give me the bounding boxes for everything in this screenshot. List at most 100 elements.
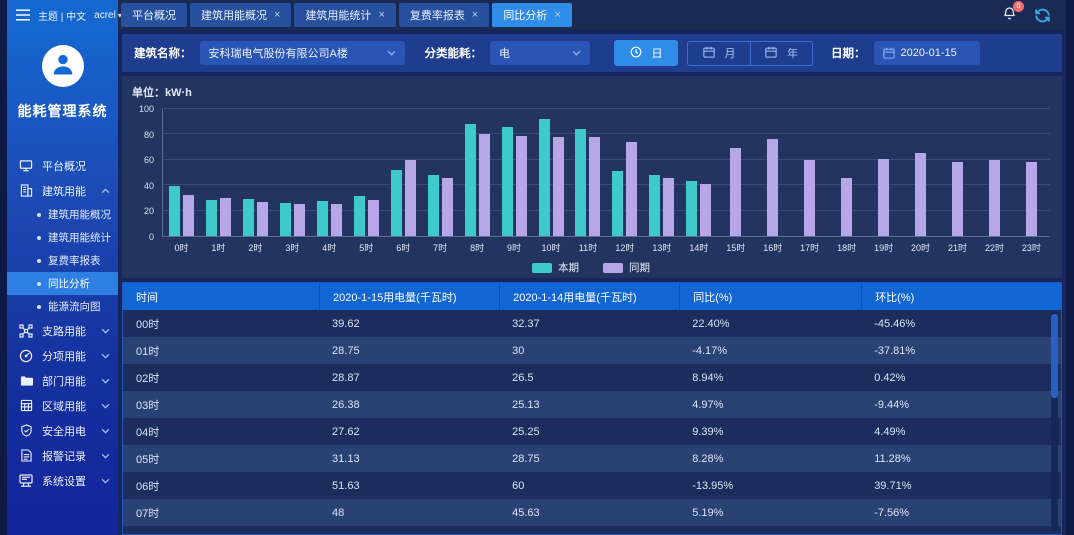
x-tick-label: 8时 xyxy=(470,243,485,253)
bar-本期[interactable] xyxy=(390,170,402,236)
tab-复费率报表[interactable]: 复费率报表 × xyxy=(398,3,490,27)
x-tick-label: 15时 xyxy=(726,243,746,253)
bar-本期[interactable] xyxy=(538,119,550,236)
sidebar-item-平台概况[interactable]: 平台概况 xyxy=(7,153,118,178)
bar-同期[interactable] xyxy=(330,203,342,236)
bar-同期[interactable] xyxy=(804,159,816,236)
theme-language-label[interactable]: 主题 | 中文 xyxy=(38,11,87,23)
sidebar-subitem-复费率报表[interactable]: 复费率报表 xyxy=(7,249,118,272)
bar-同期[interactable] xyxy=(1025,162,1037,236)
sidebar-subitem-建筑用能统计[interactable]: 建筑用能统计 xyxy=(7,226,118,249)
sidebar-item-分项用能[interactable]: 分项用能 xyxy=(7,343,118,368)
bar-同期[interactable] xyxy=(515,135,527,236)
bar-group-4时 xyxy=(311,109,348,236)
building-select[interactable]: 安科瑞电气股份有限公司A楼 xyxy=(199,41,405,65)
tab-同比分析[interactable]: 同比分析 × xyxy=(492,3,572,27)
period-button-年[interactable]: 年 xyxy=(750,41,812,65)
bar-同期[interactable] xyxy=(182,194,194,236)
table-row[interactable]: 07时 48 45.63 5.19% -7.56% xyxy=(123,499,1061,526)
close-icon[interactable]: × xyxy=(274,8,281,21)
menu-toggle-icon[interactable] xyxy=(16,9,30,21)
bar-同期[interactable] xyxy=(878,158,890,236)
bar-本期[interactable] xyxy=(649,175,661,236)
date-input[interactable]: 2020-01-15 xyxy=(873,41,980,65)
table-cell: 32.37 xyxy=(512,317,540,330)
bar-同期[interactable] xyxy=(219,197,231,236)
table-scrollbar[interactable] xyxy=(1051,312,1058,531)
calendar-icon xyxy=(702,46,715,61)
refresh-button[interactable] xyxy=(1034,8,1051,23)
bar-本期[interactable] xyxy=(686,181,698,236)
bar-本期[interactable] xyxy=(316,200,328,236)
bar-本期[interactable] xyxy=(279,202,291,236)
bar-同期[interactable] xyxy=(256,202,268,236)
bar-同期[interactable] xyxy=(404,159,416,236)
scrollbar-thumb[interactable] xyxy=(1051,314,1058,398)
bar-同期[interactable] xyxy=(478,134,490,236)
y-tick-label: 0 xyxy=(148,232,154,242)
bar-本期[interactable] xyxy=(205,199,217,236)
energy-type-select[interactable]: 电 xyxy=(490,41,590,65)
close-icon[interactable]: × xyxy=(554,8,561,21)
bar-同期[interactable] xyxy=(700,183,712,236)
bar-同期[interactable] xyxy=(951,162,963,236)
y-tick-label: 20 xyxy=(143,206,154,217)
bar-同期[interactable] xyxy=(293,204,305,236)
avatar[interactable] xyxy=(41,45,84,87)
table-row[interactable]: 00时 39.62 32.37 22.40% -45.46% xyxy=(123,310,1061,337)
sidebar-item-label: 系统设置 xyxy=(42,475,86,488)
tab-建筑用能概况[interactable]: 建筑用能概况 × xyxy=(190,3,292,27)
bar-本期[interactable] xyxy=(242,199,254,236)
bar-同期[interactable] xyxy=(663,177,675,236)
x-tick-label: 16时 xyxy=(763,243,783,253)
bar-同期[interactable] xyxy=(367,199,379,236)
close-icon[interactable]: × xyxy=(471,8,479,21)
bar-同期[interactable] xyxy=(441,178,453,236)
bar-同期[interactable] xyxy=(988,159,1000,236)
sidebar-item-部门用能[interactable]: 部门用能 xyxy=(7,368,118,393)
period-button-月[interactable]: 月 xyxy=(688,42,750,65)
sidebar-item-建筑用能[interactable]: 建筑用能 xyxy=(7,178,118,203)
sidebar-item-label: 部门用能 xyxy=(42,375,86,388)
bar-同期[interactable] xyxy=(730,148,742,236)
legend-item-本期[interactable]: 本期 xyxy=(532,260,579,275)
sidebar-subitem-同比分析[interactable]: 同比分析 xyxy=(7,272,118,295)
table-row[interactable]: 06时 51.63 60 -13.95% 39.71% xyxy=(123,472,1061,499)
sidebar-item-报警记录[interactable]: 报警记录 xyxy=(7,443,118,468)
table-row[interactable]: 03时 26.38 25.13 4.97% -9.44% xyxy=(123,391,1061,418)
bar-本期[interactable] xyxy=(464,124,476,236)
bar-同期[interactable] xyxy=(589,136,601,236)
x-tick-label: 22时 xyxy=(984,243,1004,253)
table-row[interactable]: 04时 27.62 25.25 9.39% 4.49% xyxy=(123,418,1061,445)
user-menu[interactable]: acrel ▾ xyxy=(94,10,122,21)
sidebar-subitem-建筑用能概况[interactable]: 建筑用能概况 xyxy=(7,203,118,226)
table-cell: -37.81% xyxy=(874,344,916,357)
bar-同期[interactable] xyxy=(626,142,638,236)
bar-本期[interactable] xyxy=(168,185,180,236)
bar-本期[interactable] xyxy=(427,175,439,236)
table-row[interactable]: 01时 28.75 30 -4.17% -37.81% xyxy=(123,337,1061,364)
bar-同期[interactable] xyxy=(767,139,779,236)
notifications-button[interactable]: 0 xyxy=(1002,0,1024,26)
period-button-日[interactable]: 日 xyxy=(614,40,678,66)
sidebar-subitem-能源流向图[interactable]: 能源流向图 xyxy=(7,295,118,318)
bar-本期[interactable] xyxy=(575,129,587,236)
legend-item-同期[interactable]: 同期 xyxy=(603,260,650,275)
sidebar-item-支路用能[interactable]: 支路用能 xyxy=(7,318,118,343)
bar-同期[interactable] xyxy=(552,136,564,236)
bar-同期[interactable] xyxy=(915,153,927,236)
sidebar-item-系统设置[interactable]: 系统设置 xyxy=(7,468,118,493)
sidebar-subitem-label: 建筑用能统计 xyxy=(48,232,111,244)
sidebar-item-安全用电[interactable]: 安全用电 xyxy=(7,418,118,443)
bar-本期[interactable] xyxy=(353,196,365,236)
tab-平台概况[interactable]: 平台概况 xyxy=(121,3,187,27)
sidebar-item-区域用能[interactable]: 区域用能 xyxy=(7,393,118,418)
x-tick-label: 3时 xyxy=(285,243,300,253)
bar-本期[interactable] xyxy=(501,126,513,236)
table-row[interactable]: 02时 28.87 26.5 8.94% 0.42% xyxy=(123,364,1061,391)
table-row[interactable]: 05时 31.13 28.75 8.28% 11.28% xyxy=(123,445,1061,472)
close-icon[interactable]: × xyxy=(378,8,385,21)
bar-本期[interactable] xyxy=(612,171,624,236)
bar-同期[interactable] xyxy=(841,177,853,236)
tab-建筑用能统计[interactable]: 建筑用能统计 × xyxy=(294,3,396,27)
